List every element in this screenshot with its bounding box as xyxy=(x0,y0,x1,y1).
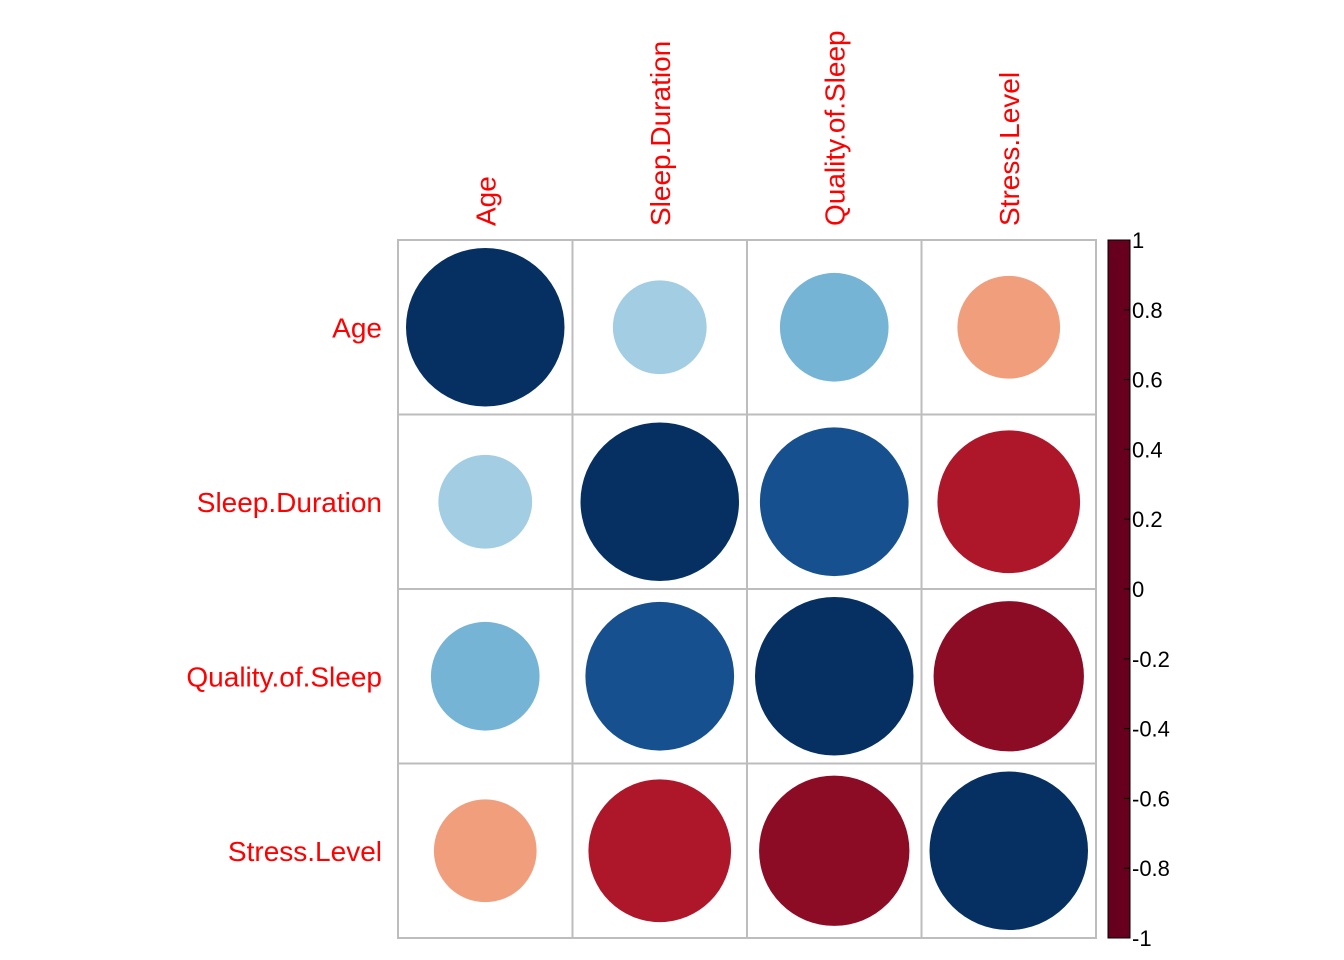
corr-circle-Age-Stress.Level xyxy=(957,275,1061,379)
corr-circle-Quality.of.Sleep-Sleep.Duration xyxy=(585,601,735,751)
row-labels: Age Sleep.Duration Quality.of.Sleep Stress.… xyxy=(186,312,382,867)
colorbar-tick-label: -0.8 xyxy=(1132,856,1170,881)
cell-Stress.Level-Stress.Level xyxy=(920,762,1097,939)
row-label-Age: Age xyxy=(332,312,382,343)
corr-circle-Age-Quality.of.Sleep xyxy=(779,272,889,382)
row-label-Sleep.Duration: Sleep.Duration xyxy=(197,487,382,518)
row-label-Stress.Level: Stress.Level xyxy=(228,836,382,867)
column-labels: Age Sleep.Duration Quality.of.Sleep Stress.… xyxy=(470,30,1025,226)
colorbar-ticks: 1 0.8 0.6 0.4 0.2 0 -0.2 -0.4 -0.6 -0.8 -1 xyxy=(1124,228,1170,951)
column-label-Age: Age xyxy=(470,176,501,226)
colorbar-tick-label: 0 xyxy=(1132,577,1144,602)
corr-circle-Age-Sleep.Duration xyxy=(612,280,707,375)
colorbar-tick-label: 0.8 xyxy=(1132,298,1163,323)
corr-circle-Sleep.Duration-Quality.of.Sleep xyxy=(759,427,909,577)
colorbar-tick-label: 0.4 xyxy=(1132,437,1163,462)
corr-circle-Age-Age xyxy=(406,248,565,407)
corr-circle-Stress.Level-Quality.of.Sleep xyxy=(759,775,910,926)
corr-circle-Stress.Level-Sleep.Duration xyxy=(588,779,732,923)
corr-circle-Stress.Level-Age xyxy=(433,799,537,903)
column-label-Quality.of.Sleep: Quality.of.Sleep xyxy=(819,30,850,226)
corr-circle-Quality.of.Sleep-Quality.of.Sleep xyxy=(755,597,914,756)
corr-circle-Quality.of.Sleep-Age xyxy=(430,621,540,731)
column-label-Sleep.Duration: Sleep.Duration xyxy=(645,41,676,226)
colorbar-tick-label: 0.6 xyxy=(1132,368,1163,393)
row-label-Quality.of.Sleep: Quality.of.Sleep xyxy=(186,661,382,692)
column-label-Stress.Level: Stress.Level xyxy=(994,72,1025,226)
corr-circle-Sleep.Duration-Age xyxy=(438,454,533,549)
corr-circle-Quality.of.Sleep-Stress.Level xyxy=(933,601,1084,752)
corr-circle-Sleep.Duration-Sleep.Duration xyxy=(580,422,739,581)
colorbar-tick-label: -0.2 xyxy=(1132,647,1170,672)
matrix-cells xyxy=(397,239,1097,939)
colorbar-tick-label: -0.6 xyxy=(1132,786,1170,811)
colorbar-tick-label: -0.4 xyxy=(1132,717,1170,742)
corr-circle-Stress.Level-Stress.Level xyxy=(929,771,1088,930)
colorbar-tick-label: 0.2 xyxy=(1132,507,1163,532)
corr-circle-Sleep.Duration-Stress.Level xyxy=(937,430,1081,574)
color-legend: 1 0.8 0.6 0.4 0.2 0 -0.2 -0.4 -0.6 -0.8 -1 xyxy=(1107,228,1170,951)
colorbar-tick-label: -1 xyxy=(1132,926,1152,951)
colorbar-tick-label: 1 xyxy=(1132,228,1144,253)
